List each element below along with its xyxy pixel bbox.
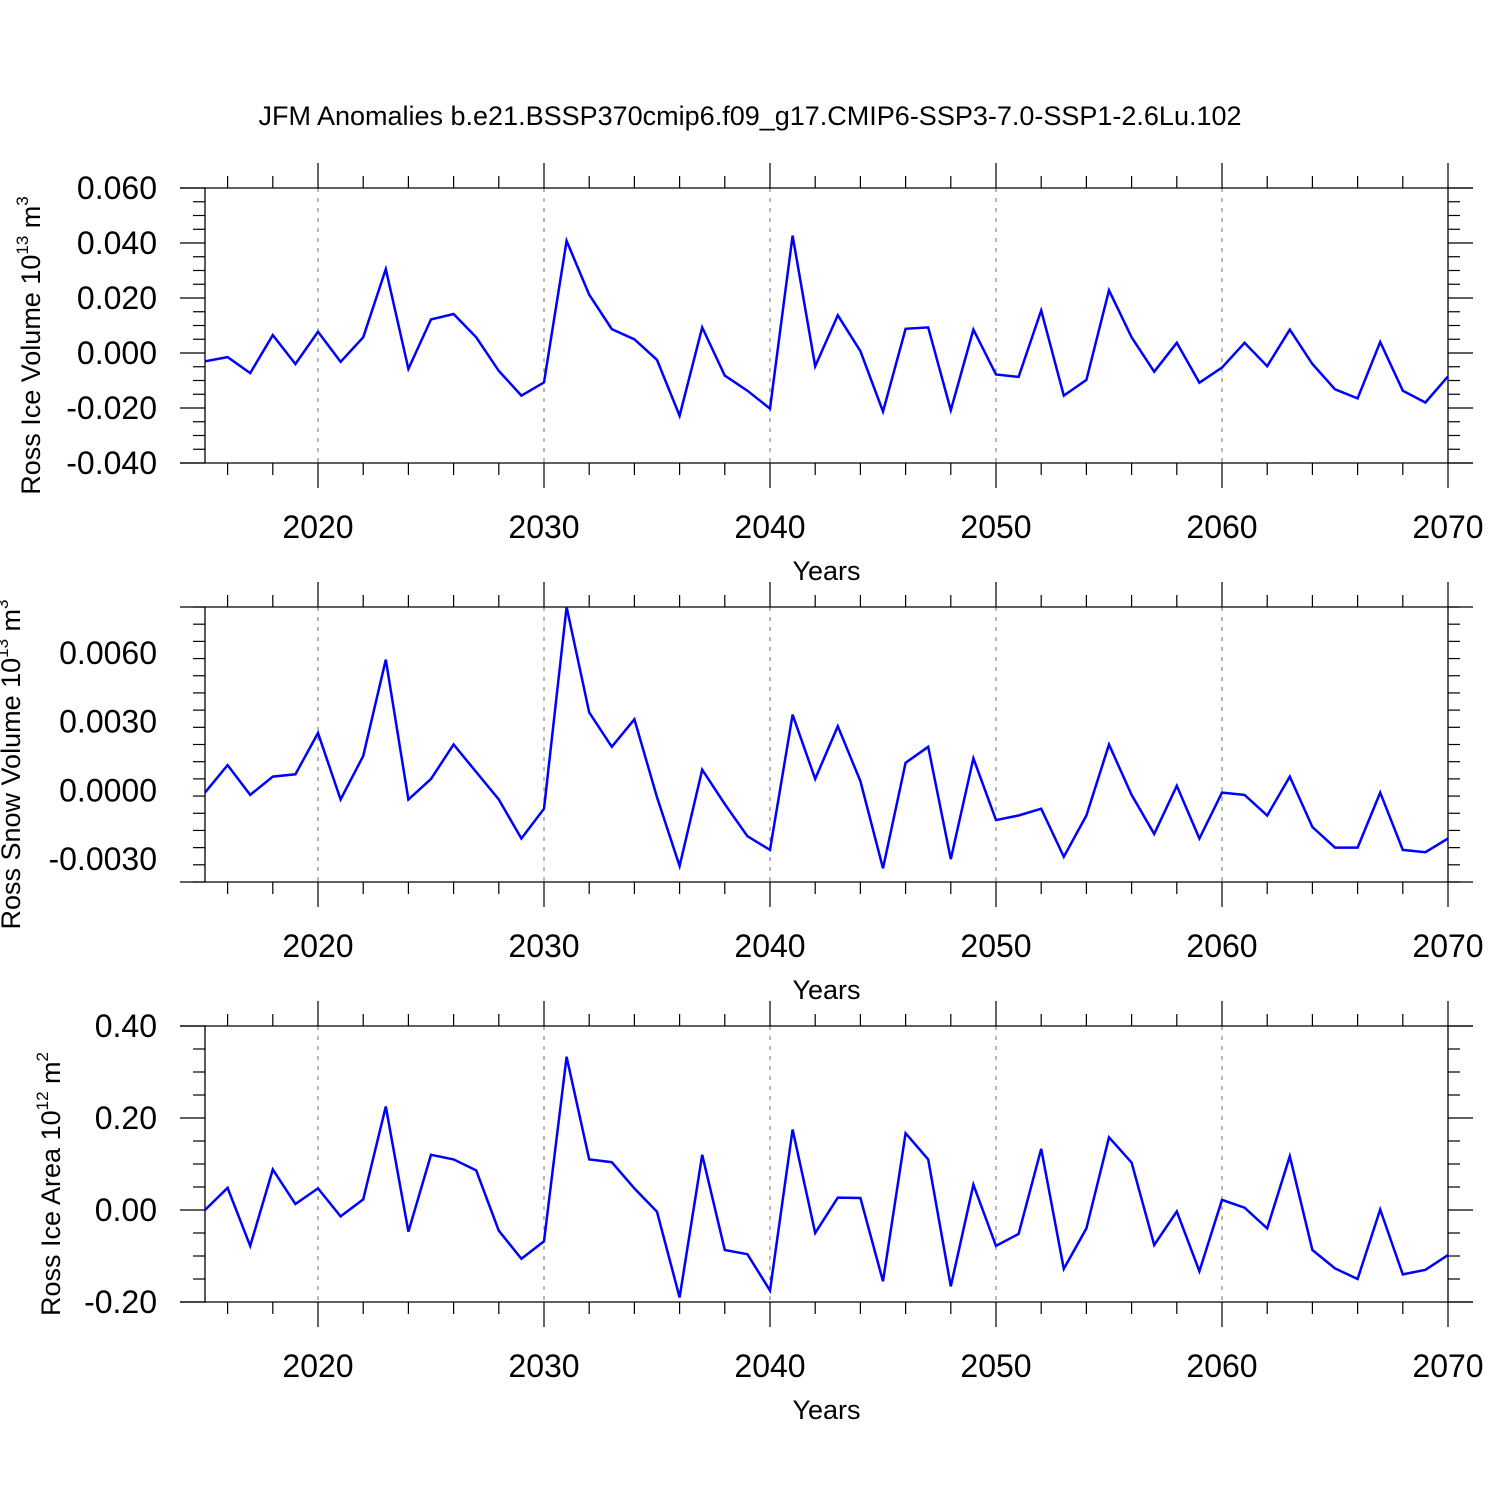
panel-3: 2020 2030 2040 2050 2060 2070 Years -0.20 0.00 0.…: [33, 1001, 1484, 1425]
x-tick-label: 2060: [1186, 1348, 1257, 1384]
y-tick-label: 0.040: [77, 225, 157, 261]
x-tick-label: 2050: [960, 509, 1031, 545]
y-tick-label: -0.20: [84, 1284, 157, 1320]
x-tick-label: 2020: [282, 509, 353, 545]
x-tick-label: 2040: [734, 509, 805, 545]
y-tick-label: 0.40: [95, 1008, 157, 1044]
y-tick-label: 0.0000: [59, 772, 157, 808]
series-line: [204, 235, 1449, 420]
x-tick-label: 2020: [282, 928, 353, 964]
figure-title: JFM Anomalies b.e21.BSSP370cmip6.f09_g17…: [258, 101, 1241, 131]
panels: 2020 2030 2040 2050 2060 2070 Years -0.040 -0.02…: [0, 163, 1484, 1425]
x-tick-label: 2030: [508, 509, 579, 545]
y-tick-label: 0.0030: [59, 704, 157, 740]
x-axis-label: Years: [792, 1395, 860, 1425]
x-tick-label: 2060: [1186, 509, 1257, 545]
x-tick-label: 2070: [1412, 1348, 1483, 1384]
x-tick-label: 2070: [1412, 509, 1483, 545]
x-tick-label: 2020: [282, 1348, 353, 1384]
x-axis-label: Years: [792, 975, 860, 1005]
y-tick-label: -0.0030: [48, 841, 157, 877]
y-axis-label: Ross Ice Area 1012 m2: [33, 1052, 66, 1316]
panel-2: 2020 2030 2040 2050 2060 2070 Years -0.0030 0.00…: [0, 582, 1484, 1005]
y-tick-label: 0.0060: [59, 635, 157, 671]
x-tick-label: 2030: [508, 1348, 579, 1384]
panel-1: 2020 2030 2040 2050 2060 2070 Years -0.040 -0.02…: [13, 163, 1484, 586]
x-tick-label: 2050: [960, 928, 1031, 964]
x-tick-label: 2040: [734, 1348, 805, 1384]
series-line: [204, 1056, 1449, 1298]
y-axis-label: Ross Ice Volume 1013 m3: [13, 196, 46, 495]
x-axis-label: Years: [792, 556, 860, 586]
y-tick-label: -0.020: [66, 390, 157, 426]
x-tick-label: 2050: [960, 1348, 1031, 1384]
y-tick-label: 0.020: [77, 280, 157, 316]
x-tick-label: 2070: [1412, 928, 1483, 964]
y-tick-label: 0.000: [77, 335, 157, 371]
y-tick-label: 0.20: [95, 1100, 157, 1136]
y-tick-label: 0.00: [95, 1192, 157, 1228]
y-axis-label: Ross Snow Volume 1013 m3: [0, 599, 26, 929]
x-tick-label: 2040: [734, 928, 805, 964]
y-tick-label: -0.040: [66, 445, 157, 481]
series-line: [204, 606, 1449, 871]
y-tick-label: 0.060: [77, 170, 157, 206]
x-tick-label: 2030: [508, 928, 579, 964]
x-tick-label: 2060: [1186, 928, 1257, 964]
